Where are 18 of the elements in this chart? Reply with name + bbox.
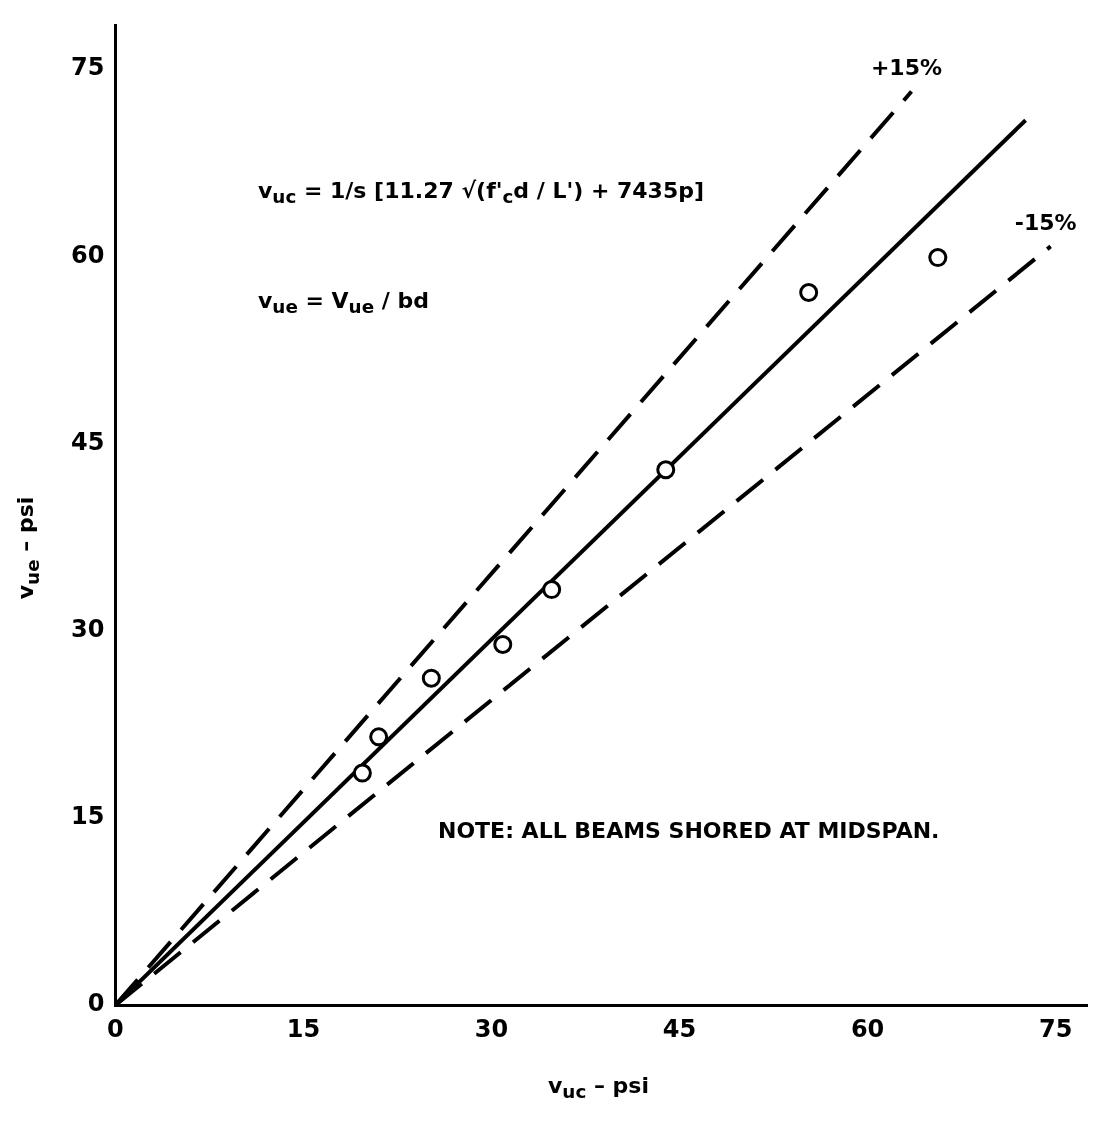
x-tick-label: 30 — [474, 1014, 509, 1043]
x-tick-label: 45 — [662, 1014, 697, 1043]
x-axis-title: v$_{uc}$ – psi — [548, 1073, 649, 1103]
annotation: v$_{uc}$ = 1/s [11.27 √(f'$_{c}$d / L') + 7435p] — [258, 178, 705, 208]
x-tick-label: 15 — [286, 1014, 321, 1043]
x-tick-label: 60 — [850, 1014, 885, 1043]
annotation: v$_{ue}$ = V$_{ue}$ / bd — [258, 288, 429, 318]
x-tick-label: 0 — [107, 1014, 124, 1043]
series-label: +15% — [870, 55, 943, 81]
x-tick-label: 75 — [1038, 1014, 1073, 1043]
y-tick-label: 0 — [87, 989, 105, 1018]
y-tick-label: 60 — [70, 240, 105, 269]
y-tick-label: 15 — [70, 802, 105, 831]
y-tick-label: 45 — [70, 427, 105, 456]
annotation: NOTE: ALL BEAMS SHORED AT MIDSPAN. — [438, 818, 940, 843]
series-label: -15% — [1014, 210, 1077, 236]
y-tick-label: 30 — [70, 614, 105, 643]
y-tick-label: 75 — [70, 53, 105, 82]
